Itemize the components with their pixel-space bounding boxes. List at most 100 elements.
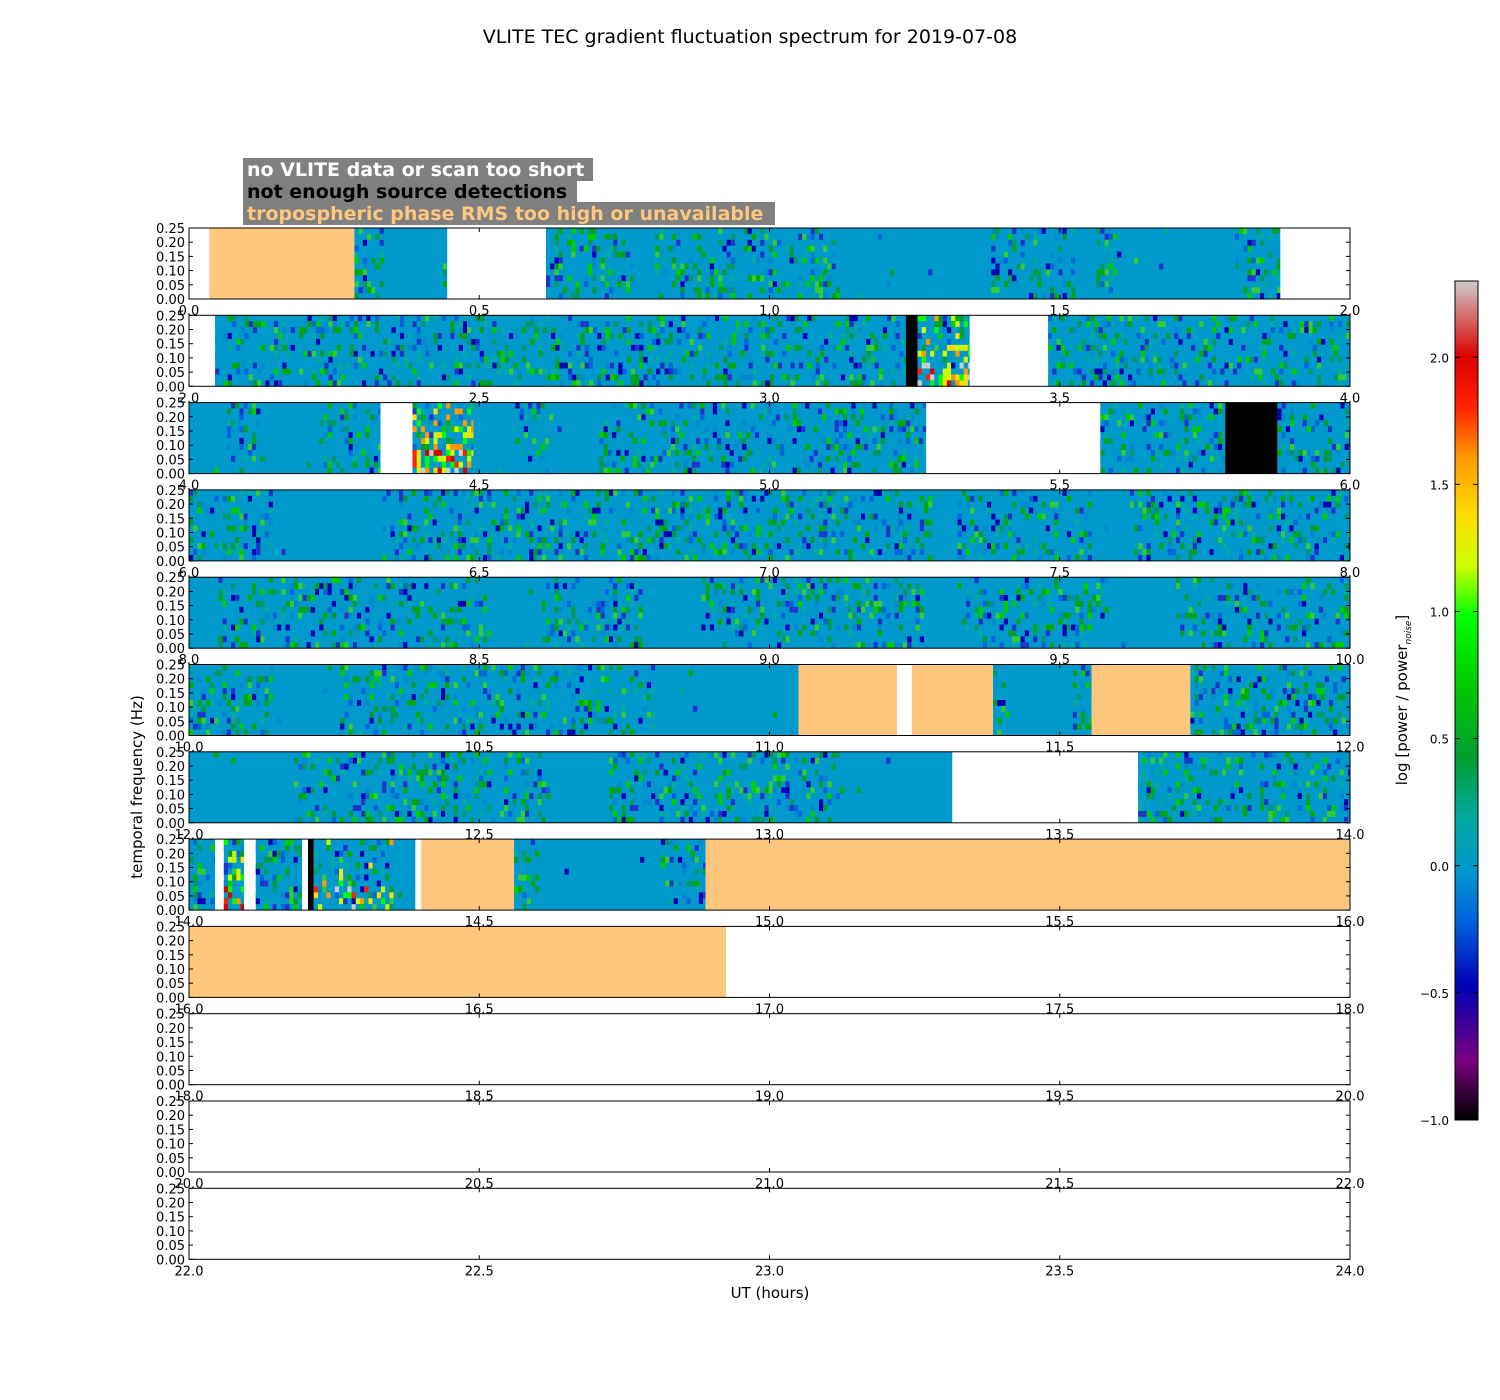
spectrum-cell [193, 489, 198, 496]
spectrum-cell [667, 531, 672, 538]
spectrum-cell [752, 327, 757, 334]
spectrum-cell [579, 275, 584, 282]
spectrum-cell [621, 287, 626, 294]
spectrum-cell [394, 495, 399, 502]
spectrum-cell [630, 495, 635, 502]
spectrum-cell [210, 531, 215, 538]
spectrum-cell [592, 281, 597, 288]
spectrum-cell [1112, 432, 1118, 439]
spectrum-cell [1190, 344, 1196, 351]
spectrum-cell [352, 426, 357, 433]
spectrum-cell [362, 251, 368, 258]
flag-nodata [447, 228, 547, 299]
spectrum-cell [899, 362, 904, 369]
spectrum-cell [571, 537, 576, 544]
spectrum-cell [681, 327, 686, 334]
spectrum-cell [718, 287, 723, 294]
spectrum-cell [759, 414, 764, 421]
spectrum-cell [651, 525, 656, 532]
spectrum-cell [806, 233, 811, 240]
spectrum-cell [693, 228, 698, 234]
spectrum-cell [859, 467, 865, 474]
spectrum-cell [876, 432, 881, 439]
spectrum-cell [433, 338, 438, 345]
spectrum-cell [454, 467, 459, 474]
spectrum-cell [1104, 269, 1109, 276]
spectrum-cell [670, 444, 676, 450]
spectrum-cell [391, 321, 396, 328]
spectrum-cell [1020, 251, 1025, 258]
spectrum-cell [706, 380, 711, 387]
spectrum-cell [668, 338, 673, 345]
spectrum-cell [596, 275, 601, 282]
spectrum-cell [617, 287, 622, 294]
y-tick-label: 0.25 [156, 222, 185, 237]
spectrum-cell [864, 402, 869, 409]
spectrum-cell [874, 315, 879, 322]
spectrum-cell [1255, 293, 1261, 299]
spectrum-cell [836, 368, 841, 375]
spectrum-cell [823, 269, 828, 276]
spectrum-cell [261, 374, 266, 381]
spectrum-cell [256, 461, 261, 468]
spectrum-cell [424, 549, 429, 555]
spectrum-cell [357, 333, 363, 339]
spectrum-cell [599, 455, 604, 462]
spectrum-cell [508, 543, 513, 550]
spectrum-cell [805, 461, 810, 468]
spectrum-cell [1325, 315, 1330, 322]
spectrum-cell [1344, 408, 1349, 415]
spectrum-cell [1100, 408, 1105, 415]
spectrum-segment [412, 402, 474, 474]
spectrum-cell [773, 344, 778, 351]
spectrum-cell [324, 327, 329, 334]
spectrum-cell [603, 444, 608, 450]
spectrum-cell [466, 525, 471, 532]
spectrum-cell [201, 549, 206, 555]
spectrum-cell [794, 356, 799, 363]
spectrum-cell [420, 350, 426, 357]
spectrum-cell [759, 432, 764, 439]
spectrum-cell [420, 344, 426, 351]
spectrum-cell [743, 275, 748, 282]
spectrum-cell [348, 414, 353, 421]
spectrum-cell [663, 543, 668, 550]
spectrum-cell [626, 374, 631, 381]
spectrum-cell [239, 438, 244, 445]
spectrum-cell [622, 368, 627, 375]
spectrum-cell [442, 257, 447, 264]
spectrum-cell [454, 362, 459, 369]
spectrum-cell [1178, 338, 1183, 345]
spectrum-cell [738, 420, 743, 427]
spectrum-cell [513, 350, 518, 357]
spectrum-cell [616, 420, 621, 427]
spectrum-cell [240, 380, 245, 387]
spectrum-cell [748, 374, 753, 381]
spectrum-cell [901, 414, 907, 421]
spectrum-cell [328, 380, 333, 387]
spectrum-cell [269, 321, 274, 328]
spectrum-cell [1171, 438, 1176, 445]
spectrum-cell [488, 380, 493, 387]
spectrum-cell [1142, 461, 1147, 468]
spectrum-cell [676, 513, 681, 520]
spectrum-cell [1276, 239, 1281, 246]
spectrum-cell [520, 507, 525, 514]
spectrum-cell [832, 327, 837, 334]
spectrum-cell [1270, 327, 1275, 334]
spectrum-cell [895, 362, 900, 369]
spectrum-cell [1052, 350, 1057, 357]
spectrum-cell [386, 489, 391, 496]
spectrum-cell [487, 537, 492, 544]
spectrum-cell [239, 549, 244, 555]
spectrum-cell [1333, 356, 1338, 363]
spectrum-cell [620, 438, 625, 445]
spectrum-cell [1096, 251, 1101, 258]
spectrum-cell [1291, 368, 1296, 375]
spectrum-cell [235, 420, 240, 427]
spectrum-cell [1169, 362, 1175, 369]
spectrum-cell [1119, 356, 1124, 363]
spectrum-cell [1342, 374, 1347, 381]
spectrum-cell [1243, 275, 1248, 282]
spectrum-cell [676, 507, 681, 514]
